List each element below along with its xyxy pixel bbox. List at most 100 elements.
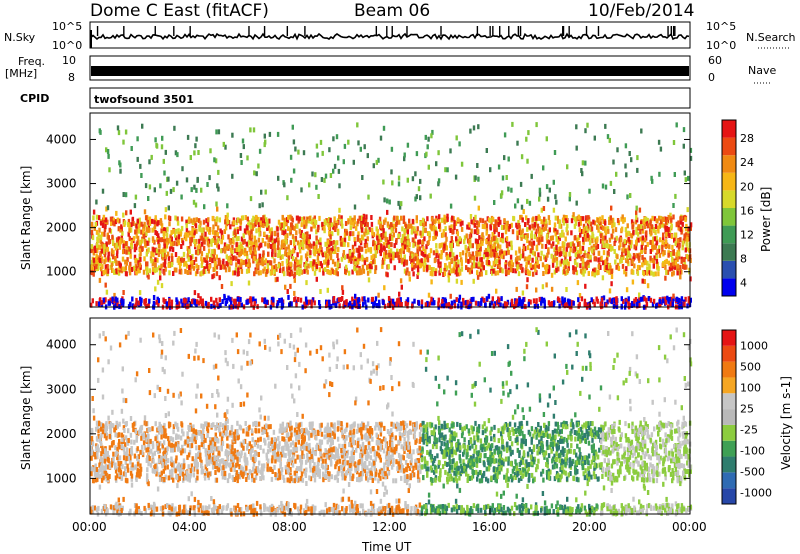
range-cell (235, 256, 238, 262)
range-cell (472, 262, 476, 268)
range-cell (677, 248, 681, 254)
range-cell (264, 429, 268, 435)
range-cell (341, 241, 345, 247)
range-cell (102, 297, 105, 303)
range-cell (196, 249, 199, 255)
range-cell (610, 233, 613, 239)
range-cell (363, 144, 366, 150)
range-cell (223, 229, 226, 234)
range-cell (231, 255, 235, 261)
range-cell (242, 260, 245, 266)
range-cell (370, 221, 374, 227)
range-cell (145, 251, 148, 257)
range-cell (608, 263, 611, 269)
range-cell (230, 247, 233, 253)
range-cell (503, 218, 506, 224)
range-cell (323, 452, 326, 458)
range-cell (453, 256, 456, 262)
range-cell (646, 270, 649, 276)
range-cell (494, 219, 497, 225)
range-cell (679, 237, 682, 243)
range-cell (348, 235, 351, 241)
range-cell (593, 256, 596, 262)
range-cell (139, 337, 142, 343)
range-cell (657, 139, 661, 145)
range-cell (504, 456, 508, 462)
range-cell (522, 233, 526, 239)
range-cell (221, 234, 225, 240)
range-cell (102, 217, 105, 223)
colorbar-tick-label: 16 (740, 204, 754, 217)
range-cell (510, 222, 513, 228)
range-cell (443, 243, 446, 249)
range-cell (429, 449, 432, 455)
range-cell (679, 215, 682, 221)
range-cell (646, 217, 649, 223)
range-cell (285, 258, 289, 264)
range-cell (434, 234, 437, 240)
range-cell (557, 296, 560, 302)
range-cell (359, 503, 362, 509)
range-cell (398, 291, 401, 297)
range-cell (245, 250, 249, 256)
range-cell (144, 301, 147, 306)
range-cell (284, 220, 287, 226)
range-cell (268, 228, 272, 234)
range-cell (328, 231, 331, 237)
range-cell (421, 261, 424, 267)
range-cell (426, 216, 429, 222)
range-cell (357, 140, 360, 146)
range-cell (633, 263, 636, 269)
range-cell (440, 217, 443, 223)
range-cell (256, 263, 259, 269)
range-cell (108, 257, 112, 263)
range-cell (541, 236, 544, 242)
range-cell (310, 299, 313, 305)
range-cell (672, 250, 675, 256)
range-cell (108, 227, 111, 233)
range-cell (429, 300, 433, 306)
range-cell (219, 302, 222, 308)
range-cell (547, 229, 550, 235)
range-cell (443, 441, 446, 447)
range-cell (296, 240, 300, 246)
velocity-scatter (90, 327, 693, 517)
range-cell (172, 340, 175, 346)
range-cell (391, 235, 394, 241)
range-cell (193, 239, 196, 244)
range-cell (689, 147, 693, 153)
range-cell (619, 469, 622, 475)
range-cell (424, 257, 427, 263)
range-cell (287, 255, 290, 261)
range-cell (481, 224, 485, 229)
range-cell (553, 247, 556, 253)
range-cell (687, 226, 690, 232)
colorbar-tick-label: 24 (740, 156, 754, 169)
range-cell (103, 231, 106, 237)
range-cell (290, 301, 293, 307)
range-cell (308, 216, 311, 221)
range-cell (362, 301, 365, 307)
range-cell (676, 263, 680, 269)
range-cell (495, 259, 498, 265)
range-cell (269, 424, 272, 430)
range-cell (97, 301, 101, 307)
range-cell (624, 271, 628, 277)
range-cell (584, 232, 588, 238)
range-cell (483, 297, 486, 303)
range-cell (237, 236, 240, 241)
range-cell (625, 298, 628, 304)
range-cell (211, 215, 214, 221)
range-cell (664, 299, 667, 305)
range-cell (628, 245, 631, 251)
range-cell (229, 296, 232, 302)
range-cell (501, 268, 504, 274)
range-cell (229, 239, 232, 245)
range-cell (125, 260, 129, 266)
range-cell (426, 144, 429, 150)
range-cell (672, 293, 675, 299)
range-cell (257, 237, 261, 243)
range-cell (492, 260, 495, 266)
range-cell (273, 238, 277, 244)
range-cell (363, 231, 366, 237)
